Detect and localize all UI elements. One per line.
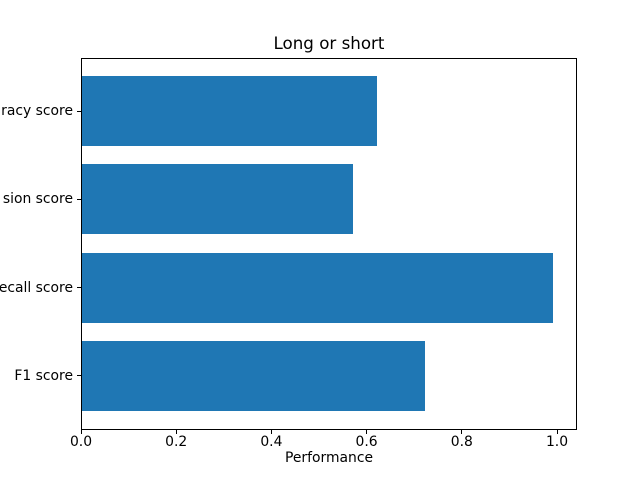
y-tick-0 [77, 110, 81, 112]
x-tick-1 [175, 430, 177, 434]
y-tick-3 [77, 375, 81, 377]
x-tick-label-0: 0.0 [69, 434, 93, 450]
x-tick-label-2: 0.4 [260, 434, 283, 450]
x-axis-label: Performance [284, 450, 374, 466]
bar-2 [82, 252, 554, 323]
x-tick-label-1: 0.2 [165, 434, 188, 450]
bar-1 [82, 164, 354, 235]
x-tick-label-4: 0.8 [450, 434, 473, 450]
y-tick-2 [77, 287, 81, 289]
chart-title: Long or short [273, 33, 385, 53]
bar-0 [82, 76, 378, 146]
x-tick-4 [461, 430, 463, 434]
x-tick-label-3: 0.6 [355, 434, 378, 450]
x-tick-2 [270, 430, 272, 434]
x-tick-3 [366, 430, 368, 434]
x-tick-5 [556, 430, 558, 434]
plot-area [81, 58, 577, 430]
y-tick-label-2: ecall score [0, 279, 73, 296]
x-tick-0 [80, 430, 82, 434]
y-tick-label-0: racy score [1, 103, 73, 120]
x-tick-label-5: 1.0 [545, 434, 569, 450]
y-tick-label-3: F1 score [14, 367, 73, 384]
bar-3 [82, 340, 425, 411]
y-tick-label-1: sion score [2, 191, 73, 208]
y-tick-1 [77, 198, 81, 200]
